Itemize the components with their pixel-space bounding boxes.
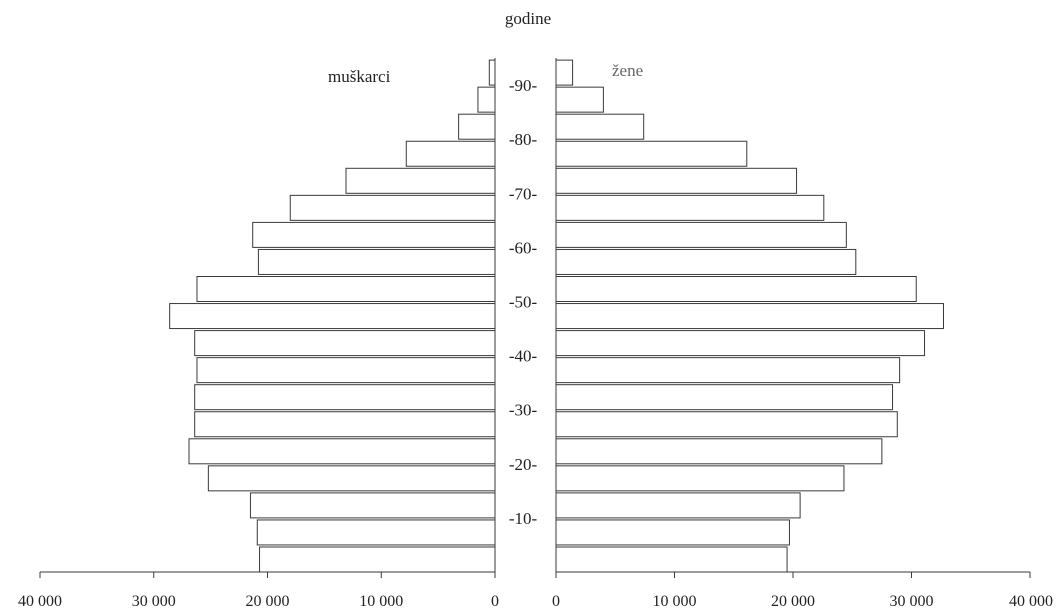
bar-male-4 — [188, 438, 496, 465]
bar-male-12 — [252, 221, 496, 248]
bar-female-14 — [555, 167, 798, 194]
bar-female-1 — [555, 519, 790, 546]
bar-female-2 — [555, 492, 801, 519]
bar-female-15 — [555, 140, 748, 167]
bar-male-17 — [477, 86, 496, 113]
bar-male-1 — [256, 519, 496, 546]
bar-female-8 — [555, 330, 926, 357]
age-label-20: -20- — [509, 455, 538, 474]
bar-male-14 — [345, 167, 496, 194]
age-label-50: -50- — [509, 293, 538, 312]
bar-female-10 — [555, 276, 917, 302]
bar-female-4 — [555, 438, 883, 465]
bar-female-6 — [555, 384, 894, 411]
age-label-70: -70- — [509, 184, 538, 203]
series-label-muskarci: muškarci — [328, 67, 391, 86]
axes — [39, 58, 1031, 578]
x-tick-label-left-4: 0 — [491, 593, 499, 610]
bar-female-3 — [555, 465, 845, 492]
female-bars — [555, 59, 944, 573]
x-tick-label-left-2: 20 000 — [246, 593, 290, 610]
x-tick-label-left-3: 10 000 — [359, 593, 403, 610]
bar-female-12 — [555, 221, 847, 248]
bar-male-11 — [257, 248, 496, 275]
male-bars — [169, 59, 496, 573]
tick-labels: 40 000 30 000 20 000 10 000 0 0 10 000 20 000 30… — [18, 593, 1053, 610]
x-tick-label-right-3: 30 000 — [890, 593, 934, 610]
bar-male-9 — [169, 303, 496, 330]
bar-male-2 — [249, 492, 496, 519]
bar-male-6 — [194, 384, 496, 411]
bar-male-13 — [289, 194, 496, 221]
bar-female-0 — [555, 546, 788, 573]
bar-male-5 — [194, 411, 496, 438]
x-tick-label-left-1: 30 000 — [132, 593, 176, 610]
series-label-zene: žene — [612, 61, 643, 80]
x-tick-label-right-2: 20 000 — [771, 593, 815, 610]
bar-male-3 — [207, 465, 496, 492]
age-labels: -10- -20- -30- -40- -50- -60- -70- -80- -90- — [509, 76, 538, 528]
bar-female-9 — [555, 303, 944, 330]
age-label-90: -90- — [509, 76, 538, 95]
bar-female-5 — [555, 411, 898, 438]
x-tick-label-right-0: 0 — [552, 593, 560, 610]
bar-female-7 — [555, 357, 901, 384]
bar-male-15 — [405, 140, 496, 167]
chart-title: godine — [505, 9, 551, 28]
bar-female-11 — [555, 248, 857, 275]
bar-male-16 — [458, 113, 496, 140]
bar-male-0 — [259, 546, 496, 573]
bar-female-18 — [555, 59, 574, 86]
bar-male-8 — [194, 330, 496, 357]
bar-female-16 — [555, 113, 645, 140]
age-label-60: -60- — [509, 238, 538, 257]
bar-female-17 — [555, 86, 604, 113]
bar-male-7 — [196, 357, 496, 384]
x-tick-label-left-0: 40 000 — [18, 593, 62, 610]
x-tick-label-right-1: 10 000 — [653, 593, 697, 610]
age-label-30: -30- — [509, 401, 538, 420]
bar-male-18 — [488, 59, 496, 86]
age-label-40: -40- — [509, 347, 538, 366]
age-label-10: -10- — [509, 509, 538, 528]
bar-female-13 — [555, 194, 825, 221]
x-tick-label-right-4: 40 000 — [1009, 593, 1053, 610]
bar-male-10 — [196, 276, 496, 302]
age-label-80: -80- — [509, 130, 538, 149]
